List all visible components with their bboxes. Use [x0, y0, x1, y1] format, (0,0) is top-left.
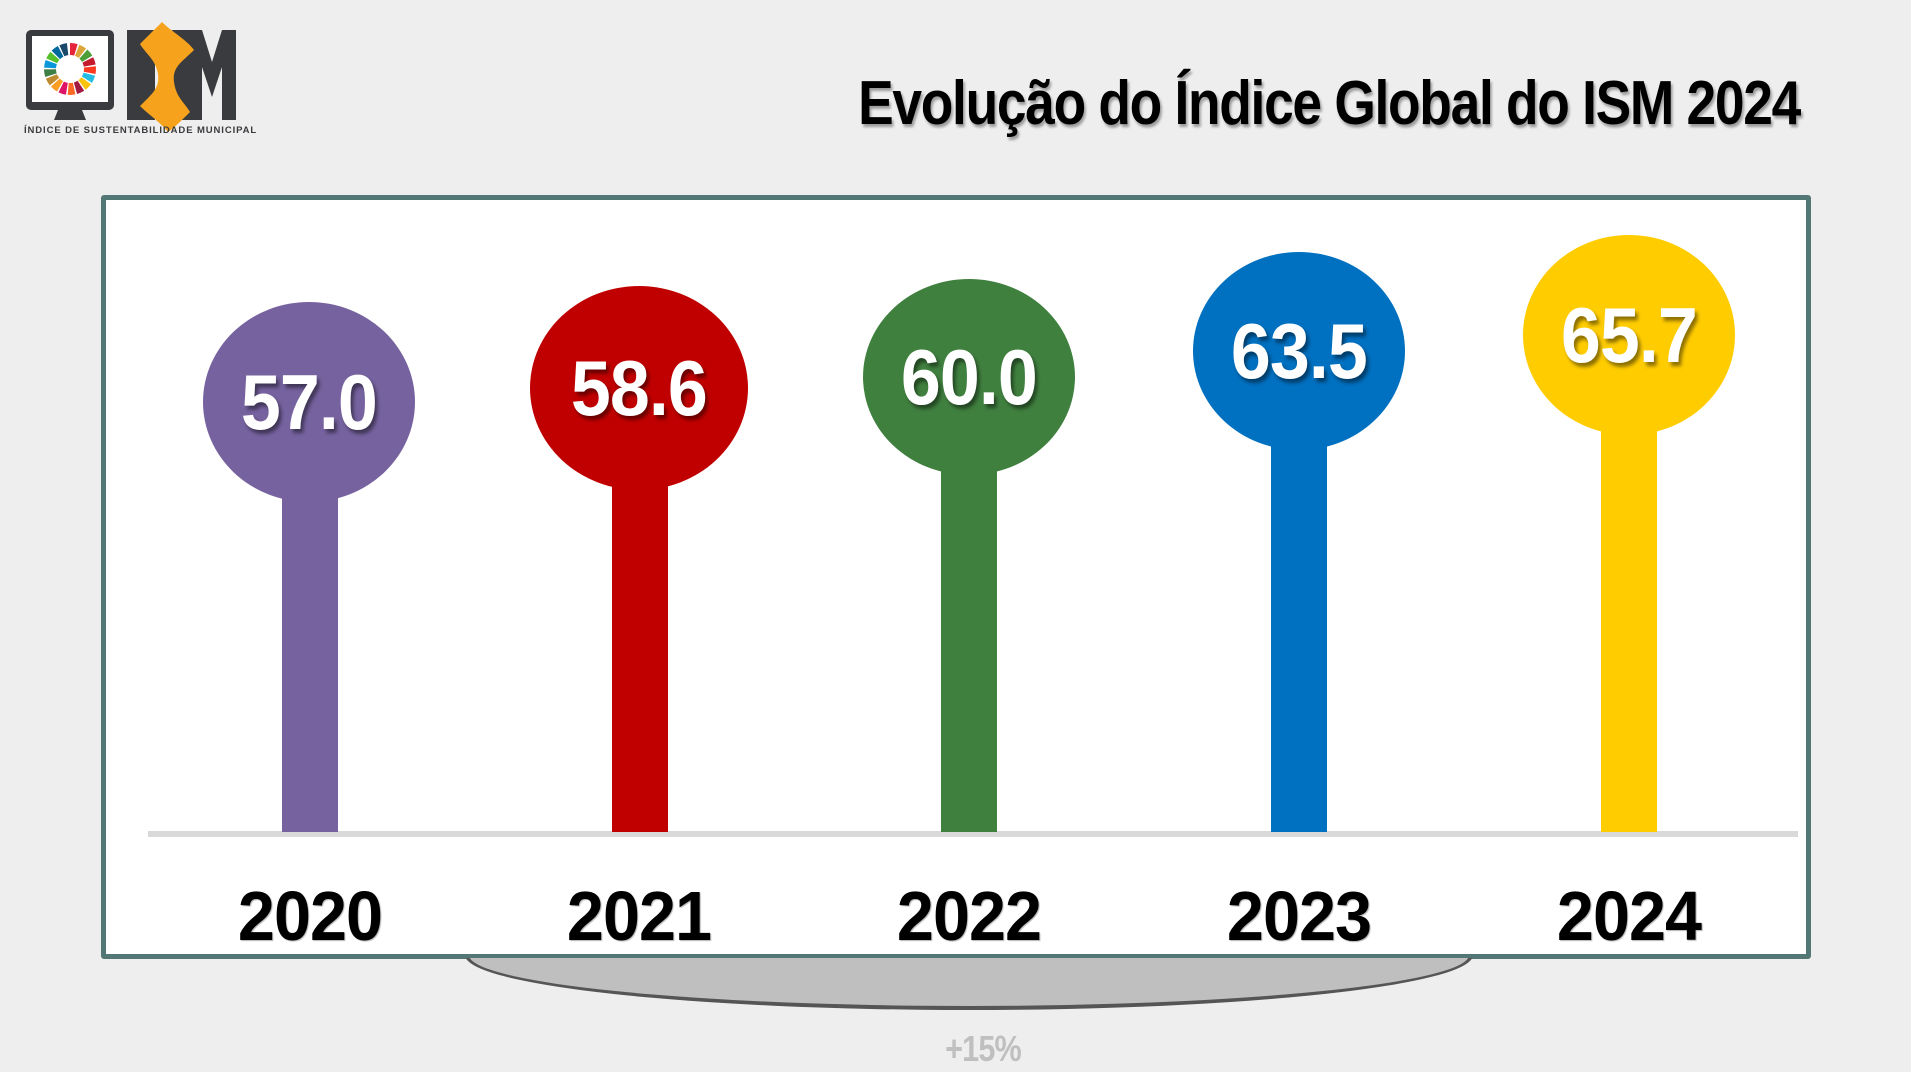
year-label: 2020	[237, 877, 383, 955]
pin-head-2021: 58.6	[530, 286, 748, 490]
pin-head-2022: 60.0	[863, 279, 1075, 475]
pin-head-2020: 57.0	[203, 302, 415, 502]
chart-baseline	[148, 831, 1798, 837]
pin-stem-2021	[612, 470, 668, 832]
pin-head-2023: 63.5	[1193, 252, 1405, 450]
pin-head-2024: 65.7	[1523, 235, 1735, 435]
pin-stem-2024	[1601, 415, 1657, 832]
pin-value: 65.7	[1561, 290, 1698, 379]
chart-panel: 57.0 2020 58.6 2021 60.0 2022 63.5 2023 …	[101, 195, 1811, 959]
page-title: Evolução do Índice Global do ISM 2024	[858, 69, 1801, 138]
pin-value: 57.0	[241, 357, 378, 446]
logo-caption: ÍNDICE DE SUSTENTABILIDADE MUNICIPAL	[24, 125, 258, 136]
ism-logo	[22, 22, 272, 142]
year-label: 2022	[896, 877, 1042, 955]
year-label: 2024	[1556, 877, 1702, 955]
pin-stem-2022	[941, 460, 997, 832]
monitor-sdg-wheel-icon	[26, 22, 236, 132]
pin-value: 63.5	[1231, 306, 1368, 395]
pin-stem-2023	[1271, 435, 1327, 832]
pin-stem-2020	[282, 480, 338, 832]
pin-value: 58.6	[571, 343, 708, 432]
pin-value: 60.0	[901, 332, 1038, 421]
growth-label: +15%	[945, 1028, 1022, 1069]
year-label: 2023	[1226, 877, 1372, 955]
year-label: 2021	[566, 877, 712, 955]
